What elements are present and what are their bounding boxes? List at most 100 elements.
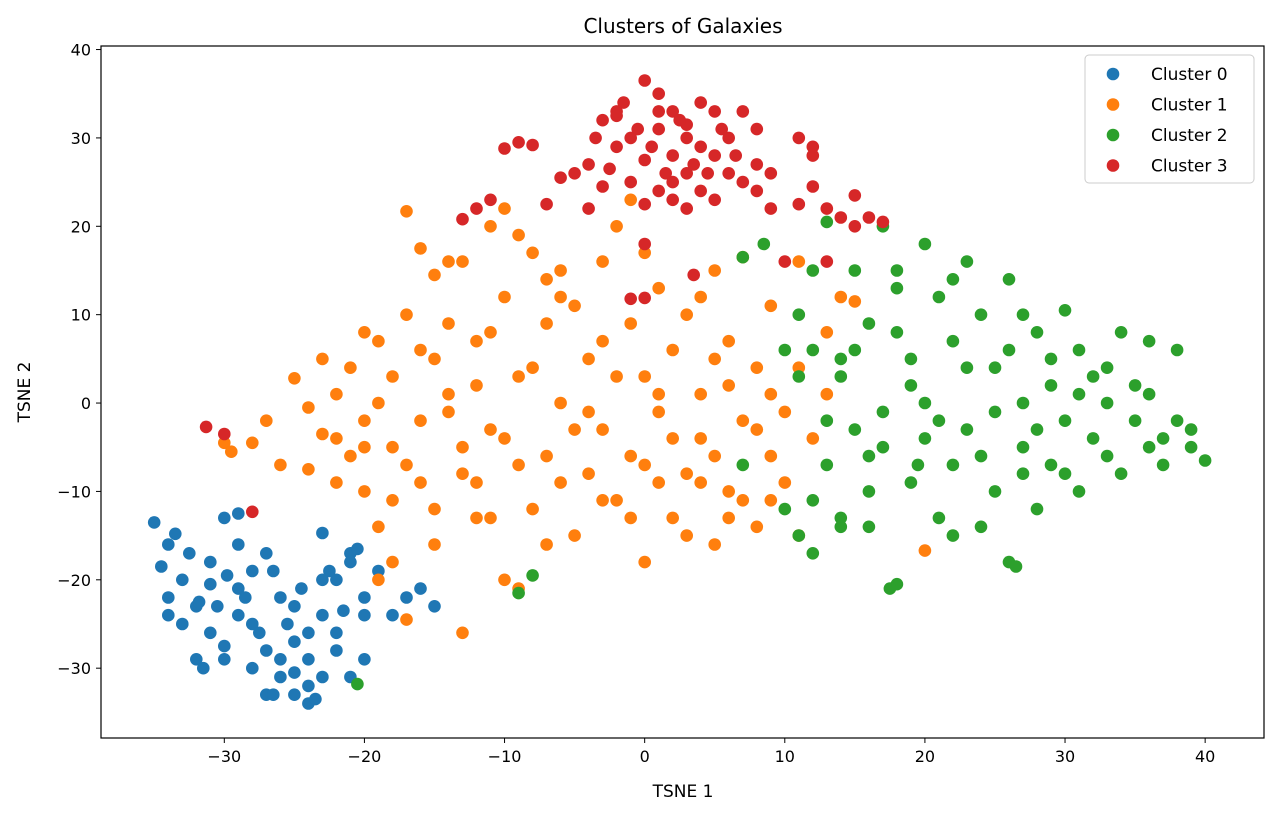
point-cluster-1-7 xyxy=(330,387,343,401)
point-cluster-1-38 xyxy=(540,449,553,463)
point-cluster-0-61 xyxy=(358,608,371,622)
point-cluster-2-31 xyxy=(946,458,960,472)
point-cluster-3-55 xyxy=(806,180,820,193)
point-cluster-1-129 xyxy=(554,290,567,304)
point-cluster-2-58 xyxy=(1198,454,1212,467)
point-cluster-0-48 xyxy=(351,542,364,556)
point-cluster-1-64 xyxy=(722,334,735,348)
point-cluster-2-50 xyxy=(1086,432,1100,445)
point-cluster-1-30 xyxy=(484,423,497,436)
point-cluster-1-95 xyxy=(750,423,764,436)
point-cluster-1-131 xyxy=(694,290,707,304)
point-cluster-2-64 xyxy=(932,414,946,428)
point-cluster-2-72 xyxy=(1156,458,1170,472)
point-cluster-2-52 xyxy=(1114,467,1128,481)
point-cluster-1-34 xyxy=(512,370,525,383)
point-cluster-0-44 xyxy=(295,582,308,595)
point-cluster-2-30 xyxy=(946,334,960,348)
point-cluster-2-57 xyxy=(1184,440,1198,454)
point-cluster-1-23 xyxy=(442,387,455,401)
point-cluster-2-92 xyxy=(890,264,904,277)
point-cluster-3-8 xyxy=(526,138,539,152)
point-cluster-3-15 xyxy=(596,180,609,193)
point-cluster-0-39 xyxy=(211,600,224,613)
point-cluster-2-85 xyxy=(1142,440,1156,454)
point-cluster-1-26 xyxy=(456,626,469,640)
point-cluster-2-98 xyxy=(1016,308,1030,322)
point-cluster-0-54 xyxy=(260,547,273,560)
y-tick-label: 10 xyxy=(71,306,91,325)
point-cluster-1-20 xyxy=(428,268,441,282)
point-cluster-3-58 xyxy=(820,255,834,268)
point-cluster-0-22 xyxy=(232,538,245,551)
point-cluster-3-36 xyxy=(694,96,707,109)
point-cluster-1-102 xyxy=(764,387,778,401)
point-cluster-1-55 xyxy=(666,343,679,357)
point-cluster-1-117 xyxy=(512,458,525,472)
legend-label-2: Cluster 2 xyxy=(1151,126,1228,146)
point-cluster-1-42 xyxy=(568,299,581,313)
point-cluster-1-80 xyxy=(330,476,343,489)
point-cluster-1-43 xyxy=(582,467,595,481)
point-cluster-3-65 xyxy=(631,122,644,136)
point-cluster-2-24 xyxy=(904,352,918,366)
point-cluster-2-59 xyxy=(792,308,806,322)
point-cluster-1-99 xyxy=(596,334,609,348)
point-cluster-3-69 xyxy=(687,158,700,171)
point-cluster-2-97 xyxy=(1184,423,1198,436)
point-cluster-2-2 xyxy=(526,569,539,582)
y-tick-label: −20 xyxy=(57,571,91,590)
point-cluster-1-91 xyxy=(638,458,651,472)
point-cluster-1-136 xyxy=(428,538,441,551)
point-cluster-1-115 xyxy=(456,467,469,481)
point-cluster-1-112 xyxy=(330,432,343,445)
point-cluster-1-0 xyxy=(218,436,231,450)
point-cluster-3-78 xyxy=(666,175,679,189)
point-cluster-2-65 xyxy=(960,361,974,375)
point-cluster-1-15 xyxy=(386,555,399,569)
x-tick-label: −10 xyxy=(488,747,522,766)
point-cluster-1-90 xyxy=(610,370,623,383)
point-cluster-2-16 xyxy=(848,264,862,277)
point-cluster-3-1 xyxy=(218,427,231,441)
point-cluster-1-93 xyxy=(694,476,707,489)
point-cluster-0-59 xyxy=(330,644,343,657)
point-cluster-2-13 xyxy=(820,458,834,472)
point-cluster-3-57 xyxy=(820,202,834,215)
point-cluster-0-66 xyxy=(267,688,280,701)
point-cluster-1-81 xyxy=(358,414,371,428)
point-cluster-1-67 xyxy=(750,520,764,534)
legend-label-0: Cluster 0 xyxy=(1151,65,1228,85)
point-cluster-3-56 xyxy=(806,140,820,154)
point-cluster-2-4 xyxy=(736,250,750,264)
point-cluster-1-108 xyxy=(680,529,693,542)
point-cluster-1-40 xyxy=(554,396,567,410)
point-cluster-0-60 xyxy=(344,555,357,569)
point-cluster-1-113 xyxy=(372,334,385,348)
point-cluster-3-18 xyxy=(624,131,637,145)
point-cluster-0-6 xyxy=(232,582,245,595)
point-cluster-2-48 xyxy=(1072,343,1086,357)
point-cluster-3-54 xyxy=(806,149,820,162)
point-cluster-1-32 xyxy=(498,573,511,587)
point-cluster-3-40 xyxy=(708,149,721,162)
point-cluster-0-20 xyxy=(428,600,441,613)
point-cluster-2-76 xyxy=(890,326,904,339)
point-cluster-0-27 xyxy=(274,591,287,604)
point-cluster-1-54 xyxy=(652,405,665,419)
point-cluster-1-65 xyxy=(736,414,750,428)
point-cluster-0-58 xyxy=(316,573,329,587)
x-tick-label: 40 xyxy=(1195,747,1215,766)
point-cluster-3-75 xyxy=(610,105,623,118)
point-cluster-1-121 xyxy=(708,449,721,463)
point-cluster-2-0 xyxy=(351,677,364,691)
point-cluster-2-25 xyxy=(904,476,918,489)
point-cluster-3-53 xyxy=(792,197,806,211)
point-cluster-0-25 xyxy=(204,555,217,569)
point-cluster-2-43 xyxy=(1030,502,1044,516)
point-cluster-1-60 xyxy=(694,387,707,401)
y-axis-label: TSNE 2 xyxy=(15,362,35,424)
point-cluster-2-10 xyxy=(806,264,820,277)
point-cluster-1-130 xyxy=(638,246,651,260)
point-cluster-1-70 xyxy=(764,299,778,313)
